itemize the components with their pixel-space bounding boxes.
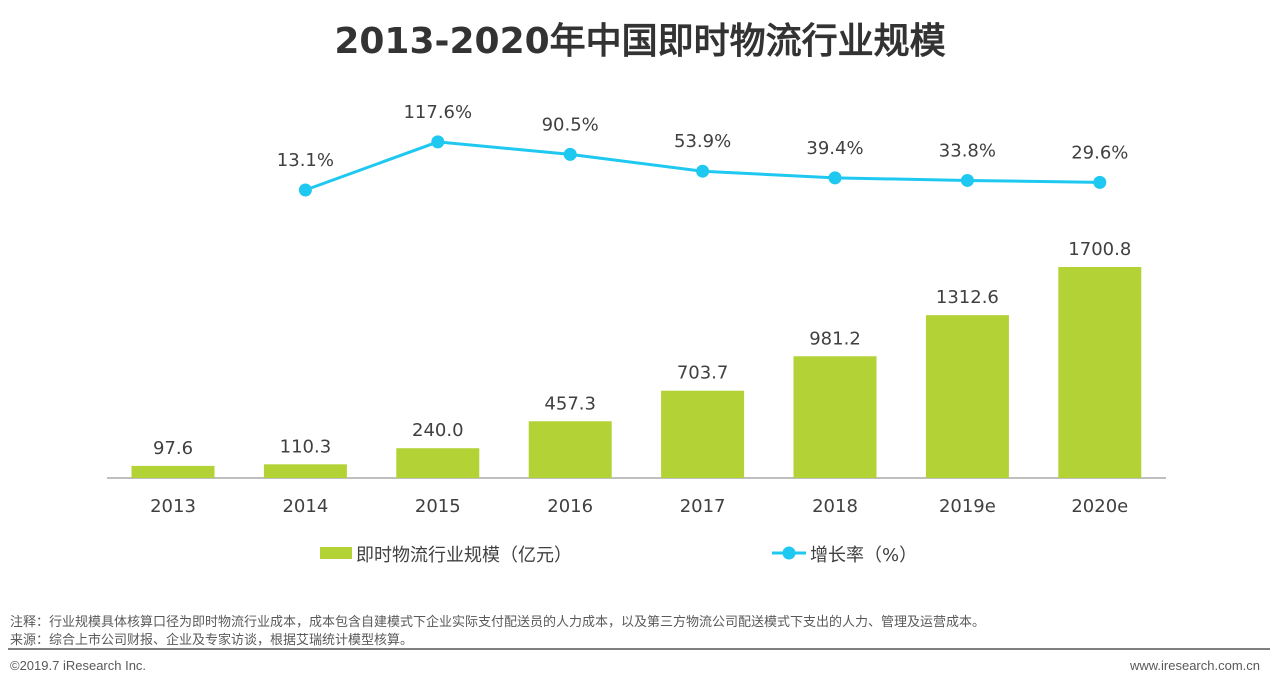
growth-value-label: 53.9% (674, 131, 731, 152)
legend-line-marker (782, 546, 796, 560)
website-link[interactable]: www.iresearch.com.cn (1129, 658, 1260, 673)
x-tick-label: 2015 (415, 496, 461, 517)
growth-point (1093, 175, 1107, 189)
bar (396, 448, 480, 478)
bar (1058, 267, 1142, 478)
bar-value-label: 457.3 (544, 393, 596, 414)
growth-value-label: 13.1% (277, 150, 334, 171)
bar (263, 464, 347, 478)
legend-bar-swatch (320, 547, 352, 559)
x-tick-label: 2017 (680, 496, 726, 517)
bar-value-label: 1312.6 (936, 287, 999, 308)
growth-point (298, 183, 312, 197)
copyright: ©2019.7 iResearch Inc. (10, 658, 147, 673)
growth-point (696, 164, 710, 178)
bar-value-label: 1700.8 (1068, 239, 1131, 260)
x-tick-label: 2013 (150, 496, 196, 517)
growth-value-label: 117.6% (403, 102, 472, 123)
bar (661, 390, 745, 478)
x-tick-label: 2020e (1071, 496, 1128, 517)
bar-value-label: 981.2 (809, 328, 861, 349)
legend-bar-label: 即时物流行业规模（亿元） (356, 545, 572, 566)
bar-value-label: 703.7 (677, 363, 729, 384)
growth-point (431, 135, 445, 149)
growth-value-label: 29.6% (1071, 142, 1128, 163)
chart-title: 2013-2020年中国即时物流行业规模 (334, 21, 946, 62)
x-tick-label: 2018 (812, 496, 858, 517)
growth-value-label: 33.8% (939, 140, 996, 161)
growth-point (828, 171, 842, 185)
legend-line-label: 增长率（%） (810, 545, 917, 566)
bar-value-label: 110.3 (280, 436, 332, 457)
growth-value-label: 39.4% (806, 138, 863, 159)
growth-point (563, 147, 577, 161)
x-tick-label: 2019e (939, 496, 996, 517)
chart-note: 注释：行业规模具体核算口径为即时物流行业成本，成本包含自建模式下企业实际支付配送… (10, 615, 986, 630)
bar (528, 421, 612, 478)
bar (793, 356, 877, 478)
chart-source: 来源：综合上市公司财报、企业及专家访谈，根据艾瑞统计模型核算。 (10, 633, 414, 648)
x-tick-label: 2014 (282, 496, 328, 517)
bar-value-label: 97.6 (153, 438, 193, 459)
chart: 97.6 2013 110.3 2014 240.0 2015 457.3 2016 703.7… (107, 102, 1166, 566)
footer-divider (8, 648, 1270, 650)
bar (131, 465, 215, 478)
growth-point (960, 173, 974, 187)
bar-value-label: 240.0 (412, 420, 464, 441)
growth-value-label: 90.5% (542, 114, 599, 135)
x-tick-label: 2016 (547, 496, 593, 517)
bar (925, 315, 1009, 478)
